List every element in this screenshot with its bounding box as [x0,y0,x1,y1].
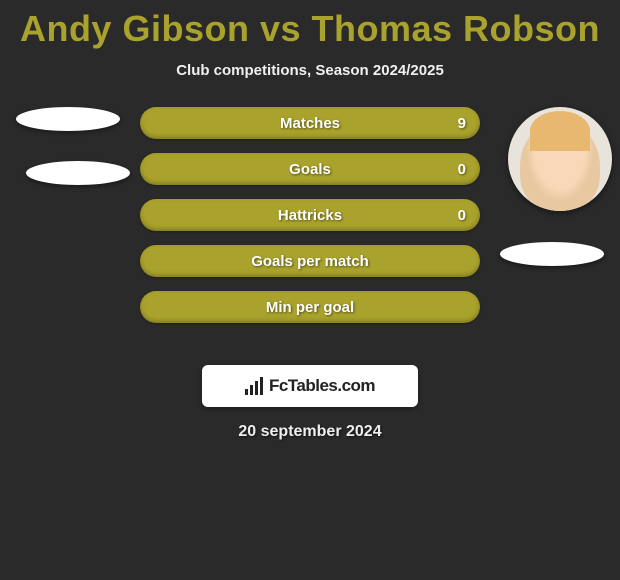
stat-value: 0 [458,207,466,224]
player2-column [508,107,612,211]
avatar-face-icon [520,121,600,211]
stat-label: Goals [289,161,331,178]
player1-name: Andy Gibson [20,8,250,49]
stat-label: Hattricks [278,207,342,224]
stat-label: Goals per match [251,253,369,270]
subtitle: Club competitions, Season 2024/2025 [0,62,620,79]
stat-bar-goals-per-match: Goals per match [140,245,480,277]
stat-bar-min-per-goal: Min per goal [140,291,480,323]
player2-name: Thomas Robson [312,8,601,49]
stat-bar-goals: Goals 0 [140,153,480,185]
player1-badge-1 [16,107,120,131]
player2-avatar [508,107,612,211]
page-title: Andy Gibson vs Thomas Robson [0,0,620,50]
stat-label: Matches [280,115,340,132]
stat-bar-hattricks: Hattricks 0 [140,199,480,231]
vs-text: vs [260,8,301,49]
stat-bar-matches: Matches 9 [140,107,480,139]
bar-chart-icon [245,377,263,395]
source-logo: FcTables.com [202,365,418,407]
stat-bars: Matches 9 Goals 0 Hattricks 0 Goals per … [140,107,480,337]
stats-area: Matches 9 Goals 0 Hattricks 0 Goals per … [0,107,620,347]
stat-value: 9 [458,115,466,132]
player2-badge-1 [500,242,604,266]
stat-value: 0 [458,161,466,178]
stat-label: Min per goal [266,299,354,316]
date-text: 20 september 2024 [0,423,620,441]
player1-badge-2 [26,161,130,185]
logo-text: FcTables.com [269,376,375,396]
